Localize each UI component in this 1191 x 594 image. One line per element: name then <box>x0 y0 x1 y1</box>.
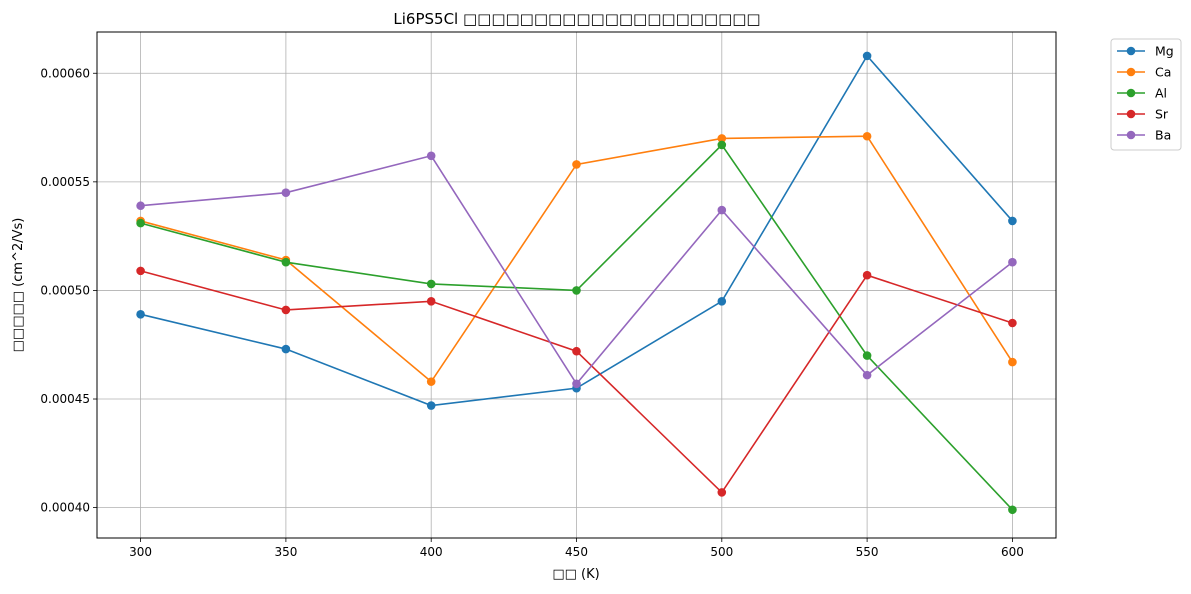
grid <box>97 32 1056 538</box>
y-tick-label: 0.00060 <box>40 66 90 80</box>
x-axis-label: □□ (K) <box>552 567 599 582</box>
data-point-ca <box>717 134 727 143</box>
data-point-al <box>572 286 581 295</box>
y-tick-label: 0.00040 <box>40 501 90 515</box>
data-point-mg <box>136 310 145 319</box>
legend-box <box>1110 38 1182 151</box>
data-point-al <box>717 140 727 150</box>
data-point-al <box>862 351 872 360</box>
data-point-mg <box>717 296 727 306</box>
x-tick-label: 500 <box>710 545 733 559</box>
data-point-ba <box>1008 257 1017 267</box>
x-tick-label: 400 <box>420 545 443 559</box>
ticks: 300 350 400 450 500 550 600 0.00040 0.00045 0.000… <box>40 66 1023 559</box>
y-axis-label: □□□□□ (cm^2/Vs) <box>11 218 26 353</box>
legend-label: Al <box>1155 86 1167 101</box>
legend-label: Ca <box>1155 65 1171 80</box>
legend-item-mg: Mg <box>1117 44 1174 59</box>
data-point-sr <box>136 266 145 276</box>
data-point-mg <box>426 401 436 410</box>
legend-label: Mg <box>1155 44 1174 59</box>
series-mg <box>136 51 1017 410</box>
legend-item-ca: Ca <box>1117 65 1171 80</box>
legend-marker <box>1126 67 1136 77</box>
data-point-sr <box>281 305 291 315</box>
legend-marker <box>1126 46 1136 56</box>
data-point-sr <box>717 488 727 497</box>
data-point-ca <box>572 160 581 169</box>
data-point-sr <box>572 346 581 356</box>
data-point-ba <box>862 370 872 380</box>
y-tick-label: 0.00045 <box>40 392 90 406</box>
data-point-al <box>1008 505 1017 515</box>
y-tick-label: 0.00055 <box>40 175 90 189</box>
data-point-mg <box>281 344 291 354</box>
data-point-sr <box>1008 318 1017 328</box>
data-point-ba <box>136 201 145 211</box>
series-al <box>136 140 1017 515</box>
legend-marker <box>1126 109 1136 119</box>
data-point-mg <box>862 51 872 61</box>
legend-label: Sr <box>1155 107 1169 122</box>
legend-item-ba: Ba <box>1117 128 1171 143</box>
legend-marker <box>1126 88 1136 98</box>
legend-item-al: Al <box>1117 86 1167 101</box>
legend-marker <box>1126 130 1136 140</box>
data-point-sr <box>862 270 872 280</box>
data-point-ca <box>426 377 436 386</box>
x-tick-label: 350 <box>274 545 297 559</box>
x-tick-label: 600 <box>1001 545 1024 559</box>
data-point-ca <box>862 131 872 141</box>
series-layer <box>136 51 1017 515</box>
data-point-ba <box>426 151 436 161</box>
data-point-ba <box>717 205 727 215</box>
data-point-al <box>426 279 436 289</box>
legend: Mg Ca Al Sr Ba <box>1110 38 1182 151</box>
x-tick-label: 550 <box>856 545 879 559</box>
series-sr <box>136 266 1017 497</box>
data-point-ba <box>572 379 581 389</box>
y-tick-label: 0.00050 <box>40 283 90 297</box>
legend-label: Ba <box>1155 128 1171 143</box>
chart-title: Li6PS5Cl □□□□□□□□□□□□□□□□□□□□□ <box>393 10 760 28</box>
x-tick-label: 300 <box>129 545 152 559</box>
data-point-mg <box>1008 216 1017 226</box>
data-point-sr <box>426 296 436 306</box>
legend-item-sr: Sr <box>1117 107 1169 122</box>
data-point-ba <box>281 188 291 198</box>
data-point-ca <box>1008 357 1017 367</box>
data-point-al <box>136 218 145 228</box>
series-ba <box>136 151 1017 389</box>
x-tick-label: 450 <box>565 545 588 559</box>
data-point-al <box>281 257 291 267</box>
